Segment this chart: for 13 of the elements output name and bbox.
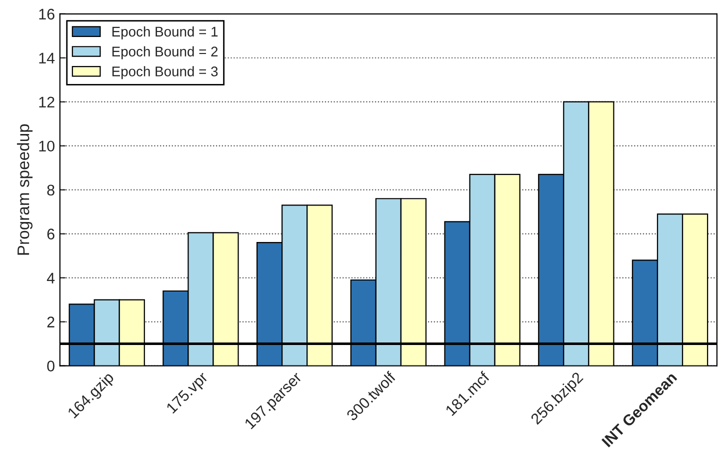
y-tick-label: 6 xyxy=(47,228,54,240)
y-tick-label: 12 xyxy=(39,96,54,108)
y-tick-label: 0 xyxy=(47,360,54,372)
legend-label: Epoch Bound = 1 xyxy=(112,26,218,40)
y-axis-title: Program speedup xyxy=(16,124,33,255)
y-tick-label: 10 xyxy=(39,140,54,152)
legend-label: Epoch Bound = 2 xyxy=(112,46,218,60)
y-tick-label: 16 xyxy=(39,8,54,20)
y-tick-label: 4 xyxy=(46,272,55,284)
y-tick-label: 8 xyxy=(47,184,54,196)
legend-label: Epoch Bound = 3 xyxy=(112,66,218,80)
y-tick-label: 14 xyxy=(39,52,55,64)
y-tick-label: 2 xyxy=(47,316,54,328)
